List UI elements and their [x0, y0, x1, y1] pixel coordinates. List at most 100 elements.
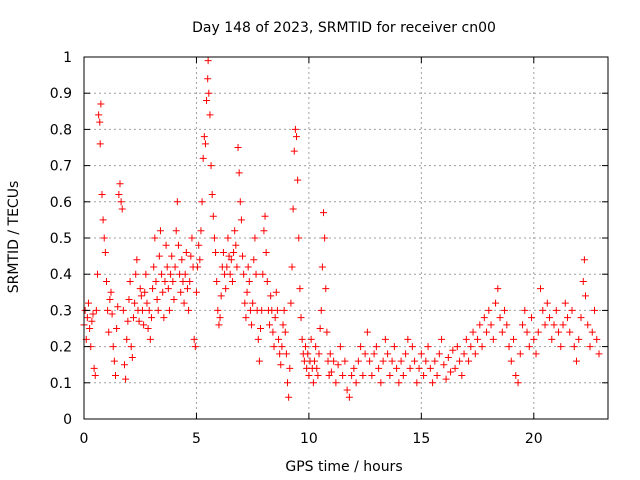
- data-point-marker: [530, 335, 538, 343]
- data-point-marker: [194, 263, 202, 271]
- data-point-marker: [102, 277, 110, 285]
- data-point-marker: [214, 306, 222, 314]
- data-point-marker: [469, 328, 477, 336]
- data-point-marker: [236, 198, 244, 206]
- data-point-marker: [279, 321, 287, 329]
- data-point-marker: [188, 234, 196, 242]
- data-point-marker: [298, 335, 306, 343]
- data-point-marker: [568, 306, 576, 314]
- data-point-marker: [98, 191, 106, 199]
- data-point-marker: [322, 285, 330, 293]
- data-point-marker: [231, 227, 239, 235]
- data-point-marker: [282, 350, 290, 358]
- x-tick-label: 20: [525, 431, 543, 447]
- data-point-marker: [150, 263, 158, 271]
- data-point-marker: [259, 270, 267, 278]
- data-point-marker: [204, 57, 212, 65]
- data-point-marker: [399, 372, 407, 380]
- data-point-marker: [316, 325, 324, 332]
- data-point-marker: [512, 372, 520, 380]
- data-point-marker: [334, 361, 342, 369]
- y-tick-label: 0.6: [50, 195, 72, 211]
- data-point-marker: [147, 314, 155, 322]
- data-point-marker: [161, 277, 169, 285]
- data-point-marker: [125, 296, 133, 304]
- data-point-marker: [561, 299, 569, 307]
- data-point-marker: [307, 335, 315, 343]
- data-point-marker: [257, 325, 265, 332]
- data-point-marker: [276, 350, 284, 358]
- data-point-marker: [153, 296, 161, 304]
- data-point-marker: [579, 277, 587, 285]
- data-point-marker: [110, 357, 118, 365]
- data-point-marker: [287, 299, 295, 307]
- y-tick-labels: 0 0.1 0.2 0.3 0.4 0.5 0.6 0.7 0.8 0.9 1: [50, 50, 72, 428]
- y-tick-label: 1: [63, 50, 72, 66]
- data-point-marker: [548, 335, 556, 343]
- y-tick-label: 0.3: [50, 303, 72, 319]
- data-point-marker: [269, 328, 277, 336]
- data-point-marker: [186, 277, 194, 285]
- data-point-marker: [588, 328, 596, 336]
- data-point-marker: [196, 256, 204, 264]
- data-point-marker: [325, 372, 333, 380]
- data-point-marker: [168, 252, 176, 260]
- data-point-marker: [507, 357, 515, 365]
- data-point-marker: [302, 343, 310, 351]
- data-point-marker: [244, 263, 252, 271]
- data-point-marker: [179, 277, 187, 285]
- data-point-marker: [197, 227, 205, 235]
- data-point-marker: [86, 325, 94, 332]
- data-point-marker: [449, 346, 457, 354]
- data-point-marker: [262, 248, 270, 256]
- data-point-marker: [232, 241, 240, 249]
- data-point-marker: [290, 147, 298, 155]
- data-point-marker: [456, 357, 464, 365]
- data-point-marker: [199, 154, 207, 162]
- data-point-marker: [210, 234, 218, 242]
- data-point-marker: [83, 314, 91, 322]
- data-point-marker: [105, 328, 113, 336]
- data-point-marker: [181, 270, 189, 278]
- data-point-marker: [243, 288, 251, 296]
- data-point-marker: [212, 248, 220, 256]
- data-point-marker: [171, 263, 179, 271]
- data-point-marker: [192, 288, 200, 296]
- data-point-marker: [305, 372, 313, 380]
- x-tick-label: 10: [300, 431, 318, 447]
- data-point-marker: [114, 303, 122, 311]
- data-point-marker: [377, 379, 385, 387]
- data-point-marker: [458, 372, 466, 380]
- data-point-marker: [245, 277, 253, 285]
- data-point-marker: [155, 252, 163, 260]
- data-point-marker: [593, 335, 601, 343]
- data-point-marker: [106, 296, 114, 304]
- data-point-marker: [368, 372, 376, 380]
- data-point-marker: [438, 335, 446, 343]
- data-point-marker: [117, 198, 125, 206]
- data-point-marker: [404, 335, 412, 343]
- data-point-marker: [289, 205, 297, 213]
- data-point-marker: [216, 314, 224, 322]
- data-point-marker: [109, 343, 117, 351]
- data-point-marker: [227, 256, 235, 264]
- grid-lines: [84, 57, 608, 419]
- data-point-marker: [478, 343, 486, 351]
- data-point-marker: [516, 350, 524, 358]
- data-point-marker: [167, 270, 175, 278]
- data-point-marker: [206, 111, 214, 119]
- data-point-marker: [140, 321, 148, 329]
- data-point-marker: [462, 335, 470, 343]
- data-point-marker: [510, 335, 518, 343]
- data-point-marker: [99, 216, 107, 224]
- data-point-marker: [284, 379, 292, 387]
- data-point-marker: [127, 343, 135, 351]
- data-point-marker: [254, 335, 262, 343]
- data-point-marker: [286, 364, 294, 372]
- data-point-marker: [532, 350, 540, 358]
- data-point-marker: [258, 306, 266, 314]
- data-point-marker: [93, 270, 101, 278]
- data-point-marker: [361, 350, 369, 358]
- data-point-marker: [415, 364, 423, 372]
- data-point-marker: [595, 350, 603, 358]
